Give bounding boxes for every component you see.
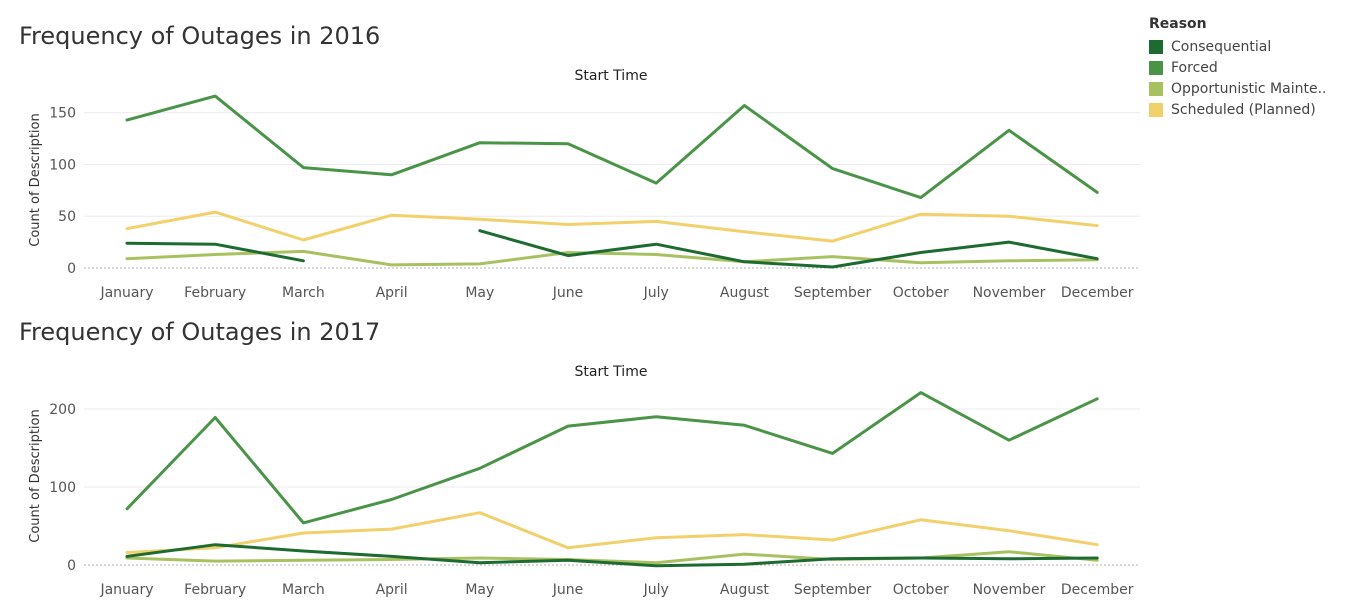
chart1-series-line-consequential <box>478 229 1099 269</box>
chart1-y-axis-title: Count of Description <box>28 113 43 246</box>
chart1-x-tick-label: August <box>720 285 770 301</box>
chart1-x-tick-label: October <box>893 285 949 301</box>
legend-item-opportunistic[interactable]: Opportunistic Mainte.. <box>1149 78 1326 99</box>
chart2-x-axis-title: Start Time <box>575 364 648 380</box>
chart1-y-tick-label: 0 <box>67 261 76 277</box>
chart2-x-tick-label: November <box>973 582 1046 598</box>
chart2-y-tick-label: 200 <box>49 402 76 418</box>
chart2-x-tick-label: September <box>794 582 872 598</box>
legend-swatch <box>1149 60 1163 75</box>
chart1-x-axis-title: Start Time <box>575 68 648 84</box>
chart2-x-tick-label: October <box>893 582 949 598</box>
chart2-series-line-forced <box>125 391 1099 525</box>
chart2-x-tick-label: May <box>465 582 494 598</box>
chart1-series-line-forced <box>125 94 1099 200</box>
legend-title: Reason <box>1149 16 1207 32</box>
chart1-series-line-scheduled-planned <box>125 210 1099 243</box>
chart2-y-tick-label: 100 <box>49 480 76 496</box>
chart1-x-tick-label: May <box>465 285 494 301</box>
chart1-series-line-opportunistic-mainte <box>125 249 1099 267</box>
legend-label: Scheduled (Planned) <box>1171 101 1316 118</box>
chart1-y-tick-label: 150 <box>49 106 76 122</box>
chart2-x-tick-label: June <box>552 582 584 598</box>
legend-item-consequential[interactable]: Consequential <box>1149 36 1326 57</box>
legend-item-scheduled[interactable]: Scheduled (Planned) <box>1149 99 1326 120</box>
chart2-x-tick-label: December <box>1061 582 1134 598</box>
chart2-y-tick-label: 0 <box>67 558 76 574</box>
chart1-x-tick-label: April <box>376 285 408 301</box>
chart1-x-tick-label: July <box>643 285 669 301</box>
chart1-x-tick-label: November <box>973 285 1046 301</box>
chart2-series-line-scheduled-planned <box>125 511 1099 554</box>
chart-title-2016: Frequency of Outages in 2016 <box>19 22 381 50</box>
chart2-series-line-consequential <box>125 543 1099 568</box>
chart1-y-tick-label: 50 <box>58 209 76 225</box>
legend: Reason Consequential Forced Opportunisti… <box>1149 16 1326 120</box>
chart2-x-tick-label: February <box>184 582 246 598</box>
chart2-x-tick-label: August <box>720 582 770 598</box>
chart2-x-tick-label: April <box>376 582 408 598</box>
legend-label: Opportunistic Mainte.. <box>1171 80 1327 97</box>
chart2-x-tick-label: March <box>282 582 325 598</box>
legend-swatch <box>1149 81 1163 96</box>
chart2-x-tick-label: July <box>643 582 669 598</box>
chart1-x-tick-label: December <box>1061 285 1134 301</box>
chart1-series-line-consequential <box>125 241 305 263</box>
legend-label: Consequential <box>1171 38 1272 55</box>
chart1-y-tick-label: 100 <box>49 157 76 173</box>
chart1-x-tick-label: January <box>99 285 153 301</box>
chart-title-2017: Frequency of Outages in 2017 <box>19 318 381 346</box>
legend-item-forced[interactable]: Forced <box>1149 57 1326 78</box>
legend-swatch <box>1149 102 1163 117</box>
chart2-x-tick-label: January <box>99 582 153 598</box>
legend-label: Forced <box>1171 59 1218 76</box>
legend-swatch <box>1149 39 1163 54</box>
chart1-x-tick-label: June <box>552 285 584 301</box>
chart1-x-tick-label: March <box>282 285 325 301</box>
chart1-x-tick-label: February <box>184 285 246 301</box>
chart2-y-axis-title: Count of Description <box>28 409 43 542</box>
chart1-x-tick-label: September <box>794 285 872 301</box>
